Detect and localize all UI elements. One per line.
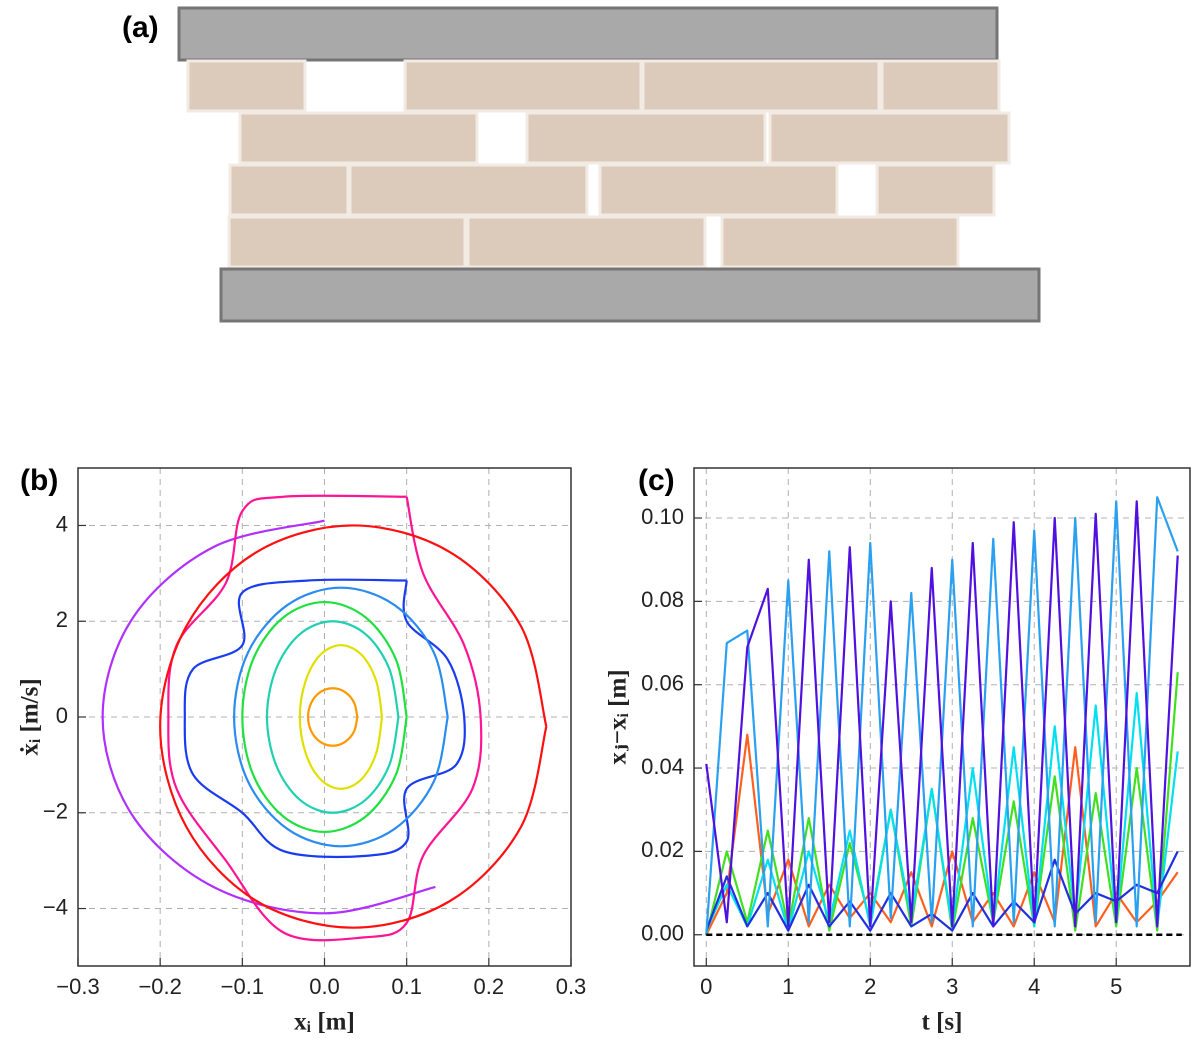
brick — [238, 111, 479, 165]
brick — [348, 163, 589, 217]
brick — [880, 59, 1001, 113]
series-line — [233, 586, 449, 848]
y-tick-label: 0.04 — [641, 754, 684, 779]
series-line — [705, 850, 1179, 932]
y-axis-label: xⱼ−xᵢ [m] — [605, 669, 632, 764]
x-tick-label: 0.2 — [474, 974, 505, 999]
x-tick-label: 3 — [946, 974, 958, 999]
chart: 0 1 2 3 4 5 0.00 0.02 0.04 0.06 0.08 0.10 (c) t [s] xⱼ… — [605, 464, 1191, 1036]
x-tick-label: −0.1 — [221, 974, 264, 999]
y-tick-label: 2 — [56, 607, 68, 632]
plot-frame — [693, 467, 1191, 967]
brick — [641, 59, 881, 113]
brick — [228, 163, 350, 217]
top-plate — [177, 6, 999, 62]
x-axis-label: xᵢ [m] — [294, 1009, 355, 1036]
bottom-plate — [219, 267, 1041, 323]
series-line — [101, 519, 436, 915]
series-line — [159, 524, 548, 929]
brick — [227, 215, 467, 269]
x-tick-label: 0.0 — [309, 974, 340, 999]
chart: −0.3 −0.2 −0.1 0.0 0.1 0.2 0.3 −4 −2 0 2 4 (b) xᵢ [m]… — [17, 464, 587, 1036]
series-line — [167, 494, 483, 942]
brick — [768, 111, 1011, 165]
brick — [466, 215, 707, 269]
series-line — [298, 644, 384, 790]
brick — [598, 163, 839, 217]
brick — [525, 111, 767, 165]
x-tick-label: 1 — [782, 974, 794, 999]
y-tick-label: 0.10 — [641, 504, 684, 529]
panel-label: (a) — [122, 11, 159, 44]
brick — [875, 163, 996, 217]
x-tick-label: −0.2 — [138, 974, 181, 999]
x-axis-label: t [s] — [922, 1009, 963, 1036]
series-line — [306, 687, 359, 747]
panel-label: (c) — [638, 464, 675, 497]
y-tick-label: 0.08 — [641, 587, 684, 612]
y-tick-label: −2 — [43, 799, 68, 824]
y-tick-label: 0.06 — [641, 671, 684, 696]
series-line — [705, 691, 1179, 932]
brick — [186, 59, 307, 113]
y-tick-label: 0.00 — [641, 921, 684, 946]
x-tick-label: −0.3 — [56, 974, 99, 999]
plot-frame — [77, 467, 572, 967]
y-tick-label: 4 — [56, 511, 68, 536]
x-tick-label: 4 — [1028, 974, 1040, 999]
x-tick-label: 0.3 — [556, 974, 587, 999]
series-line — [183, 578, 466, 859]
x-tick-label: 0.1 — [391, 974, 422, 999]
panel-label: (b) — [20, 464, 58, 497]
brick — [403, 59, 643, 113]
x-tick-label: 0 — [700, 974, 712, 999]
series-line — [265, 620, 400, 814]
x-tick-label: 2 — [864, 974, 876, 999]
y-tick-label: 0.02 — [641, 837, 684, 862]
y-tick-label: 0 — [56, 703, 68, 728]
brick — [720, 215, 960, 269]
series-line — [705, 500, 1179, 928]
x-tick-label: 5 — [1110, 974, 1122, 999]
wall-diagram: (a) — [122, 6, 1041, 323]
y-tick-label: −4 — [43, 894, 68, 919]
series-line — [241, 600, 408, 834]
y-axis-label: ẋᵢ [m/s] — [17, 678, 44, 755]
